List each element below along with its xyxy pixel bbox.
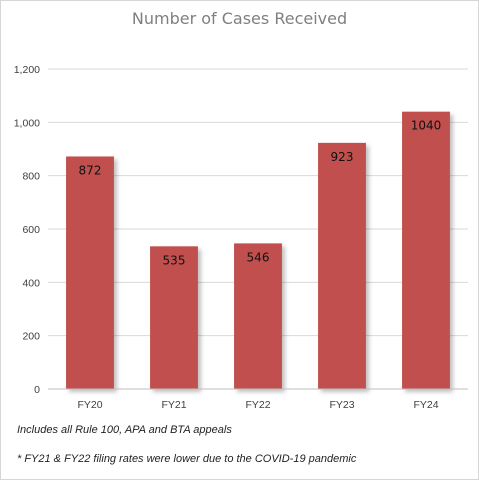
bar-fy24 xyxy=(402,111,450,390)
data-label: 1040 xyxy=(411,119,442,133)
y-tick-label: 800 xyxy=(22,171,40,183)
data-label: 872 xyxy=(79,163,102,177)
x-category-label: FY24 xyxy=(413,399,438,411)
bar-fy21 xyxy=(150,246,198,389)
data-label: 535 xyxy=(163,253,186,267)
y-tick-label: 400 xyxy=(22,277,40,289)
data-labels: 872 535 546 923 1040 xyxy=(79,119,442,268)
x-category-label: FY23 xyxy=(329,399,354,411)
footnote-covid: * FY21 & FY22 filing rates were lower du… xyxy=(17,453,357,465)
x-category-label: FY22 xyxy=(245,399,270,411)
y-tick-label: 1,200 xyxy=(14,64,40,76)
y-tick-label: 200 xyxy=(22,331,40,343)
data-label: 546 xyxy=(247,250,270,264)
footnote-appeals: Includes all Rule 100, APA and BTA appea… xyxy=(17,424,232,436)
y-axis-ticks: 0 200 400 600 800 1,000 1,200 xyxy=(14,64,40,396)
bar-fy23 xyxy=(318,142,366,389)
x-axis-categories: FY20 FY21 FY22 FY23 FY24 xyxy=(77,399,438,411)
y-tick-label: 1,000 xyxy=(14,117,40,129)
bar-chart: 0 200 400 600 800 1,000 1,200 872 535 546 923 1040… xyxy=(14,64,468,411)
x-category-label: FY21 xyxy=(161,399,186,411)
y-tick-label: 600 xyxy=(22,224,40,236)
y-tick-label: 0 xyxy=(34,384,40,396)
chart-title: Number of Cases Received xyxy=(131,9,348,28)
x-category-label: FY20 xyxy=(77,399,102,411)
bar-fy20 xyxy=(66,156,114,389)
bars xyxy=(66,111,450,390)
bar-fy22 xyxy=(234,243,282,389)
data-label: 923 xyxy=(331,150,354,164)
